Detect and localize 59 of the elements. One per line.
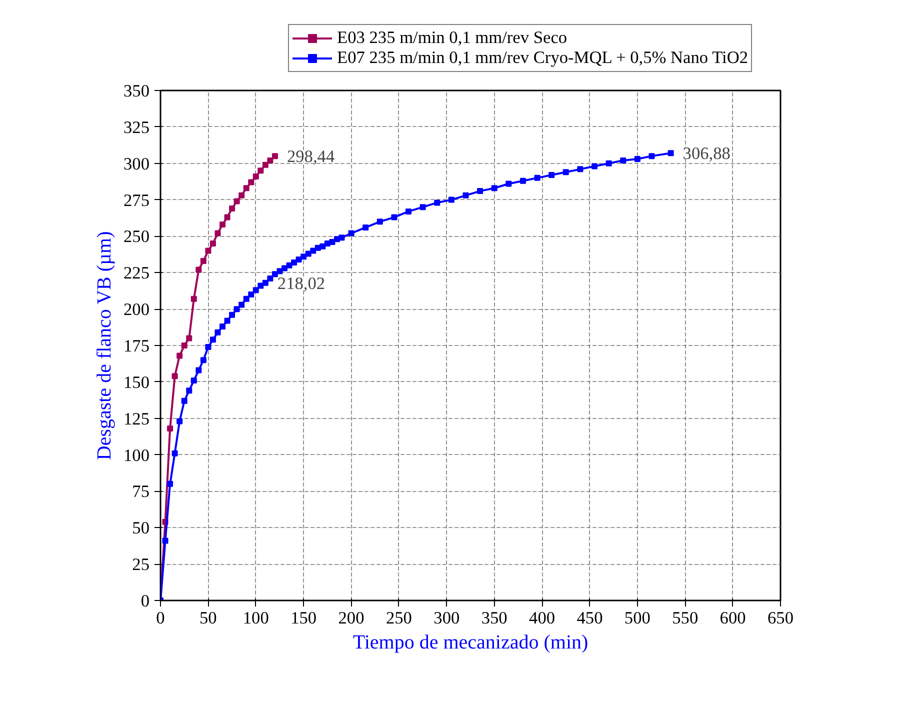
- point: [258, 168, 264, 174]
- x-tick-label: 400: [529, 608, 556, 628]
- y-tick-label: 350: [124, 82, 150, 100]
- x-tick-label: 500: [624, 608, 650, 628]
- x-tick-label: 350: [481, 608, 508, 628]
- y-tick-label: 150: [124, 372, 150, 392]
- y-tick-label: 275: [124, 190, 150, 210]
- y-tick-label: 200: [124, 300, 150, 320]
- point: [176, 352, 183, 359]
- point: [181, 342, 188, 348]
- y-tick-label: 50: [132, 518, 150, 538]
- point: [210, 240, 216, 246]
- point: [200, 258, 206, 264]
- point: [267, 157, 274, 164]
- x-tick-label: 0: [156, 608, 165, 628]
- point: [220, 222, 226, 228]
- x-axis-title: Tiempo de mecanizado (min): [352, 632, 588, 654]
- point: [229, 206, 236, 212]
- x-tick-label: 550: [672, 608, 698, 628]
- point: [172, 373, 178, 380]
- y-tick-label: 225: [124, 264, 150, 283]
- x-tick-label: 50: [200, 608, 217, 628]
- point: [252, 173, 259, 180]
- point: [196, 266, 202, 273]
- point: [234, 198, 240, 204]
- point: [262, 162, 268, 168]
- x-tick-label: 650: [768, 608, 794, 628]
- y-tick-label: 250: [124, 227, 150, 246]
- x-tick-label: 600: [720, 608, 746, 628]
- x-tick-label: 200: [338, 608, 364, 628]
- point: [272, 153, 278, 160]
- point: [190, 296, 197, 302]
- y-tick-label: 25: [132, 555, 150, 574]
- y-tick-label: 75: [132, 482, 150, 502]
- x-tick-label: 250: [386, 608, 412, 628]
- point: [238, 192, 245, 198]
- point: [186, 335, 192, 342]
- y-tick-label: 175: [124, 336, 150, 356]
- x-tick-label: 150: [290, 608, 317, 628]
- y-axis-title: Desgaste de flanco VB (µm): [94, 231, 116, 460]
- point: [167, 426, 174, 432]
- y-tick-label: 125: [124, 409, 150, 428]
- y-tick-label: 325: [124, 118, 150, 137]
- annotation: 306,88: [682, 144, 730, 164]
- point: [214, 230, 221, 236]
- y-tick-label: 100: [124, 446, 150, 465]
- y-tick-label: 0: [140, 592, 150, 610]
- x-tick-label: 450: [576, 608, 603, 628]
- legend-label: E03 235 m/min 0,1 mm/rev Seco: [337, 28, 568, 48]
- point: [248, 179, 254, 186]
- x-tick-label: 300: [434, 608, 460, 628]
- point: [243, 185, 250, 192]
- x-tick-label: 100: [242, 608, 269, 628]
- point: [205, 248, 212, 254]
- annotation: 218,02: [277, 274, 326, 293]
- y-tick-label: 300: [124, 154, 150, 174]
- annotation: 298,44: [286, 147, 335, 166]
- point: [224, 214, 230, 220]
- legend-label: E07 235 m/min 0,1 mm/rev Cryo-MQL + 0,5% Nano TiO2: [337, 48, 748, 68]
